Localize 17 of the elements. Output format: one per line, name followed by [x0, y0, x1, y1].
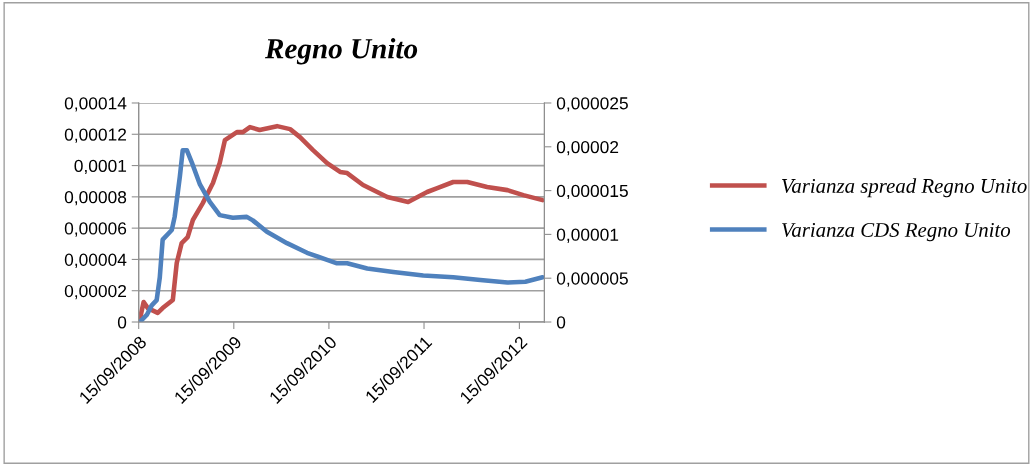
y-tick-label: 0,00012	[64, 128, 127, 143]
legend-label: Varianza CDS Regno Unito	[782, 222, 1011, 242]
y-tick-label: 0,00004	[64, 253, 127, 268]
y-tick-label: 0,00002	[64, 284, 127, 300]
y-tick-label: 0,00014	[64, 97, 127, 112]
y2-tick-label: 0,000005	[556, 272, 628, 287]
y-tick-label: 0	[117, 316, 127, 329]
y-tick-label: 0,00006	[64, 222, 127, 237]
y2-tick-label: 0,00001	[556, 228, 619, 243]
y2-tick-label: 0	[556, 316, 566, 329]
y2-tick-label: 0,000015	[556, 184, 628, 200]
y-tick-label: 0,0001	[74, 159, 127, 175]
y2-tick-label: 0,00002	[556, 140, 619, 156]
chart-title: Regno Unito	[264, 38, 418, 65]
legend-label: Varianza spread Regno Unito	[782, 178, 1027, 198]
y2-tick-label: 0,000025	[556, 97, 628, 112]
y-tick-label: 0,00008	[64, 191, 127, 206]
